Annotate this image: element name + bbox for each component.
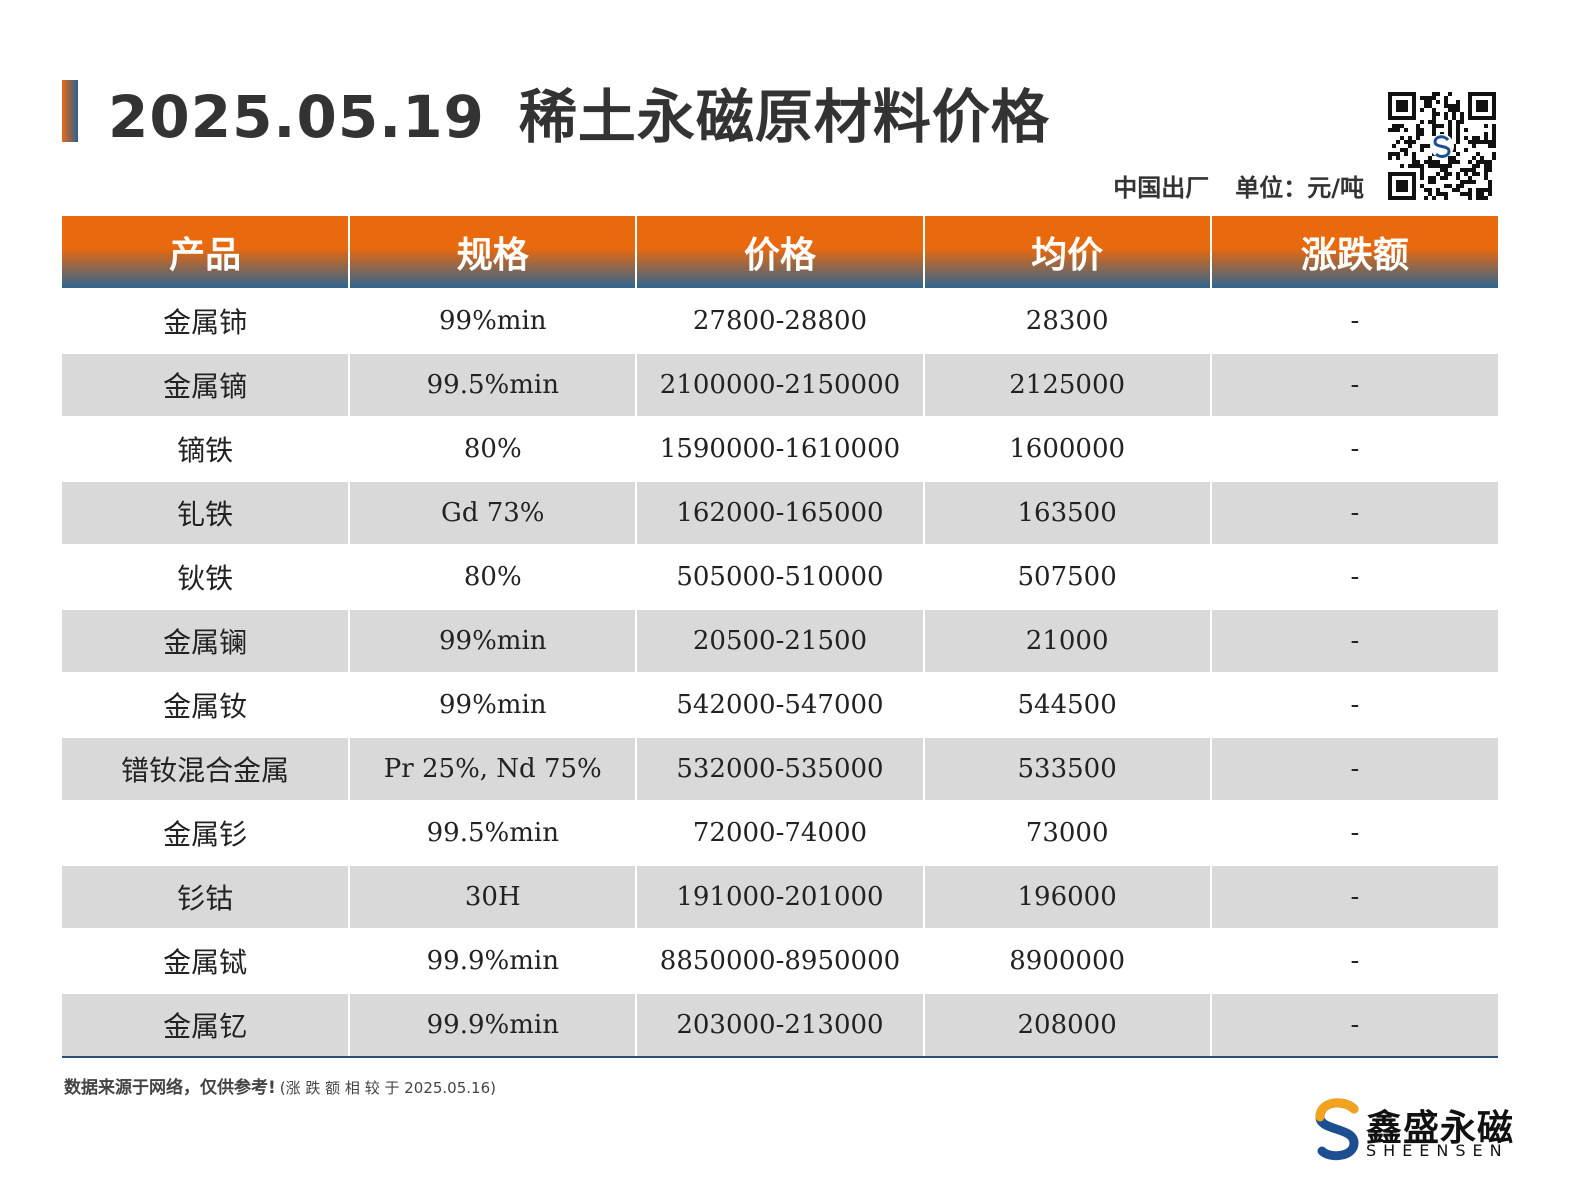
qr-code-icon [1388,92,1496,200]
cell-product: 金属钇 [62,992,351,1058]
cell-change: - [1210,992,1498,1058]
cell-avg: 8900000 [923,928,1212,993]
cell-change: - [1210,544,1498,609]
cell-price: 505000-510000 [636,544,925,609]
cell-avg: 21000 [923,608,1212,673]
table-header-row: 产品 规格 价格 均价 涨跌额 [62,216,1498,289]
source-note: 数据来源于网络，仅供参考! (涨 跌 额 相 较 于 2025.05.16) [64,1073,496,1098]
cell-price: 27800-28800 [636,288,925,353]
cell-change: - [1210,736,1498,801]
cell-spec: 99%min [349,672,638,737]
cell-spec: 99.5%min [349,352,638,417]
cell-spec: 80% [349,416,638,481]
cell-product: 钆铁 [62,480,351,545]
cell-avg: 196000 [923,864,1212,929]
cell-product: 金属钐 [62,800,351,865]
unit-line: 中国出厂 单位：元/吨 [1113,168,1364,203]
cell-change: - [1210,800,1498,865]
table-row: 金属镧 99%min 20500-21500 21000- [62,608,1498,673]
cell-spec: Gd 73% [349,480,638,545]
cell-avg: 2125000 [923,352,1212,417]
cell-price: 532000-535000 [636,736,925,801]
cell-product: 金属镧 [62,608,351,673]
cell-product: 金属钕 [62,672,351,737]
col-header-change: 涨跌额 [1210,216,1498,289]
cell-product: 镨钕混合金属 [62,736,351,801]
col-header-avg: 均价 [923,216,1212,289]
cell-change: - [1210,288,1498,353]
brand-name: 鑫盛永磁 [1366,1108,1515,1149]
cell-avg: 544500 [923,672,1212,737]
cell-spec: 80% [349,544,638,609]
cell-spec: 99%min [349,288,638,353]
table-row: 金属钇 99.9%min 203000-213000 208000- [62,992,1498,1058]
col-header-spec: 规格 [349,216,638,289]
col-header-price: 价格 [636,216,925,289]
cell-change: - [1210,608,1498,673]
title-accent-bar [62,80,78,142]
price-table: 产品 规格 价格 均价 涨跌额 金属铈 99%min 27800-28800 2830… [62,216,1498,1058]
cell-change: - [1210,672,1498,737]
title-date: 2025.05.19 [108,83,485,151]
cell-product: 镝铁 [62,416,351,481]
cell-avg: 28300 [923,288,1212,353]
cell-price: 8850000-8950000 [636,928,925,993]
table-row: 金属钕 99%min 542000-547000 544500- [62,672,1498,737]
cell-product: 金属铈 [62,288,351,353]
cell-change: - [1210,416,1498,481]
cell-price: 162000-165000 [636,480,925,545]
table-row: 镝铁 80% 1590000-1610000 1600000- [62,416,1498,481]
cell-product: 金属镝 [62,352,351,417]
brand-s-icon [1315,1098,1359,1161]
source-note-sub: (涨 跌 额 相 较 于 2025.05.16) [279,1079,496,1097]
cell-price: 203000-213000 [636,992,925,1058]
unit-label: 单位：元/吨 [1235,174,1364,202]
title-text: 稀土永磁原材料价格 [518,83,1050,151]
table-row: 金属铽 99.9%min 8850000-8950000 8900000- [62,928,1498,993]
cell-spec: 99.5%min [349,800,638,865]
cell-avg: 533500 [923,736,1212,801]
origin-label: 中国出厂 [1113,174,1210,202]
cell-spec: 30H [349,864,638,929]
cell-avg: 73000 [923,800,1212,865]
table-row: 钆铁 Gd 73% 162000-165000 163500- [62,480,1498,545]
cell-avg: 1600000 [923,416,1212,481]
table-row: 金属钐 99.5%min 72000-74000 73000- [62,800,1498,865]
cell-price: 1590000-1610000 [636,416,925,481]
cell-change: - [1210,928,1498,993]
cell-price: 191000-201000 [636,864,925,929]
cell-price: 2100000-2150000 [636,352,925,417]
brand-sub: SHEENSEN [1366,1141,1509,1160]
cell-product: 钬铁 [62,544,351,609]
cell-avg: 507500 [923,544,1212,609]
table-row: 镨钕混合金属 Pr 25%, Nd 75% 532000-535000 533500- [62,736,1498,801]
cell-spec: 99.9%min [349,928,638,993]
col-header-product: 产品 [62,216,351,289]
brand-logo: 鑫盛永磁 SHEENSEN [1314,1097,1514,1165]
cell-change: - [1210,352,1498,417]
table-row: 钐钴 30H 191000-201000 196000- [62,864,1498,929]
cell-product: 钐钴 [62,864,351,929]
cell-product: 金属铽 [62,928,351,993]
table-row: 金属铈 99%min 27800-28800 28300- [62,288,1498,353]
source-note-main: 数据来源于网络，仅供参考! [64,1078,276,1098]
cell-spec: Pr 25%, Nd 75% [349,736,638,801]
cell-change: - [1210,864,1498,929]
cell-avg: 208000 [923,992,1212,1058]
page-title: 2025.05.19 稀土永磁原材料价格 [108,70,1050,154]
cell-spec: 99%min [349,608,638,673]
cell-price: 542000-547000 [636,672,925,737]
cell-spec: 99.9%min [349,992,638,1058]
table-row: 钬铁 80% 505000-510000 507500- [62,544,1498,609]
cell-price: 72000-74000 [636,800,925,865]
cell-avg: 163500 [923,480,1212,545]
table-row: 金属镝 99.5%min 2100000-2150000 2125000- [62,352,1498,417]
cell-change: - [1210,480,1498,545]
cell-price: 20500-21500 [636,608,925,673]
